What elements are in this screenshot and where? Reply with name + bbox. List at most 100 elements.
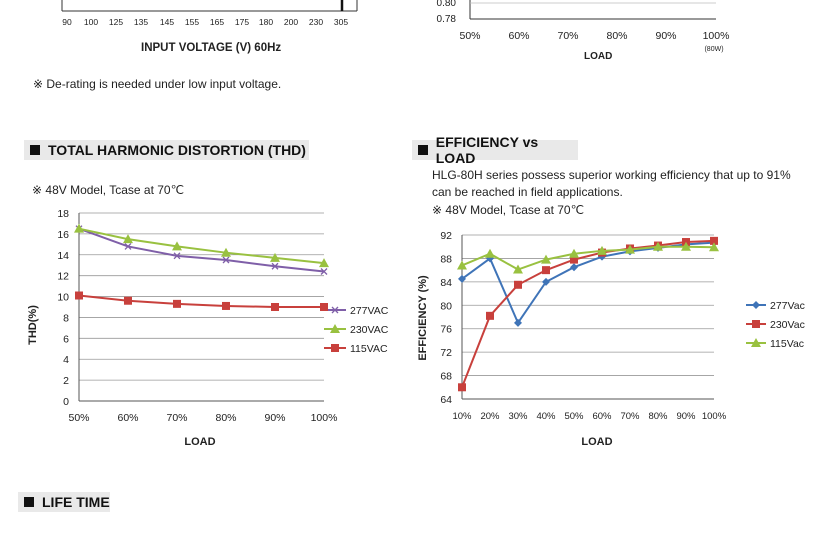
eff-note: ※ 48V Model, Tcase at 70℃ bbox=[432, 203, 585, 217]
y-tick-label: 4 bbox=[63, 354, 69, 366]
y-tick-label: 92 bbox=[440, 230, 452, 242]
x-tick-label: 125 bbox=[109, 17, 123, 27]
series-line-230VAC bbox=[78, 227, 325, 265]
eff-section-title: EFFICIENCY vs LOAD bbox=[435, 134, 539, 166]
y-tick-label: 12 bbox=[57, 271, 69, 283]
legend-marker bbox=[752, 320, 760, 328]
y-tick-label: 80 bbox=[440, 300, 452, 312]
eff-description-line1: HLG-80H series possess superior working … bbox=[432, 168, 791, 182]
data-point-230VAC bbox=[123, 234, 133, 244]
x-tick-label: 30% bbox=[508, 411, 528, 422]
data-point-230Vac bbox=[710, 236, 718, 245]
bullet-square-icon bbox=[418, 145, 428, 155]
data-point-115Vac bbox=[513, 264, 523, 274]
x-tick-label: 305 bbox=[334, 17, 348, 27]
x-tick-label: 180 bbox=[259, 17, 273, 27]
data-point-230Vac bbox=[458, 383, 466, 392]
derating-note: ※ De-rating is needed under low input vo… bbox=[33, 77, 282, 91]
x-tick-label: 70% bbox=[620, 411, 640, 422]
life-section-title: LIFE TIME bbox=[42, 494, 110, 510]
legend-label: 230Vac bbox=[770, 319, 805, 331]
legend-marker bbox=[330, 324, 340, 333]
data-point-230VAC bbox=[172, 241, 182, 251]
series-line-230Vac bbox=[461, 239, 715, 388]
x-tick-label: 100% bbox=[702, 411, 727, 422]
x-tick-label: 90% bbox=[655, 30, 676, 42]
life-section-header: LIFE TIME bbox=[18, 492, 110, 512]
data-point-115VAC bbox=[173, 299, 181, 308]
legend-label: 115VAC bbox=[350, 343, 388, 355]
bullet-square-icon bbox=[30, 145, 40, 155]
top-left-chart: 90 100 125 135 145 155 165 175 180 200 230 305 bbox=[50, 0, 370, 60]
x-tick-label: 70% bbox=[166, 412, 187, 424]
x-tick-label: 175 bbox=[235, 17, 249, 27]
y-tick-label: 0.80 bbox=[437, 0, 457, 9]
data-point-115VAC bbox=[271, 303, 279, 311]
x-tick-label: 90 bbox=[62, 17, 72, 27]
x-tick-label: 100% bbox=[311, 412, 338, 424]
y-tick-label: 76 bbox=[440, 324, 452, 336]
thd-section-header: TOTAL HARMONIC DISTORTION (THD) bbox=[24, 140, 309, 160]
x-tick-label: 20% bbox=[480, 411, 500, 422]
data-point-277Vac bbox=[570, 263, 578, 272]
data-point-115VAC bbox=[124, 296, 132, 305]
legend-marker bbox=[751, 338, 761, 347]
data-point-277Vac bbox=[514, 318, 522, 327]
y-tick-label: 14 bbox=[57, 250, 69, 262]
y-tick-label: 68 bbox=[440, 371, 452, 383]
eff-description-line2: can be reached in field applications. bbox=[432, 185, 623, 199]
legend-label: 277Vac bbox=[770, 300, 805, 312]
legend-marker bbox=[752, 301, 760, 309]
y-tick-label: 2 bbox=[63, 375, 69, 387]
data-point-115VAC bbox=[222, 301, 230, 310]
y-tick-label: 0.78 bbox=[437, 14, 457, 25]
x-tick-label: 80% bbox=[648, 411, 668, 422]
x-tick-label: 60% bbox=[508, 30, 529, 42]
data-point-115VAC bbox=[320, 303, 328, 311]
data-point-115Vac bbox=[457, 260, 467, 270]
thd-chart: 0 2 4 6 8 10 12 14 16 18 50% 60% 70% 80% 90% 100% 277VAC… bbox=[27, 208, 389, 448]
x-tick-label: 100 bbox=[84, 17, 98, 27]
series-line-277VAC bbox=[78, 227, 325, 273]
y-tick-label: 84 bbox=[440, 277, 452, 289]
data-point-115VAC bbox=[75, 291, 83, 300]
thd-section-title: TOTAL HARMONIC DISTORTION (THD) bbox=[48, 142, 306, 158]
x-axis-label: LOAD bbox=[184, 436, 215, 448]
x-tick-label: 50% bbox=[564, 411, 584, 422]
legend-marker bbox=[331, 344, 339, 352]
data-point-277VAC bbox=[173, 252, 181, 260]
data-point-230VAC bbox=[74, 223, 84, 233]
top-right-chart: 0.80 0.78 50% 60% 70% 80% 90% 100% (80W) bbox=[420, 0, 760, 70]
y-tick-label: 72 bbox=[440, 347, 452, 359]
data-point-277VAC bbox=[320, 268, 328, 275]
legend-label: 277VAC bbox=[350, 305, 389, 317]
eff-section-header: EFFICIENCY vs LOAD bbox=[412, 134, 578, 166]
x-tick-label: 40% bbox=[536, 411, 556, 422]
x-tick-label: 60% bbox=[592, 411, 612, 422]
data-point-115Vac bbox=[485, 248, 495, 258]
x-tick-label: 100% bbox=[703, 30, 730, 42]
x-tick-label: 50% bbox=[68, 412, 89, 424]
data-point-115Vac bbox=[625, 244, 635, 254]
y-tick-label: 88 bbox=[440, 253, 452, 265]
x-tick-label: 145 bbox=[160, 17, 174, 27]
y-tick-label: 6 bbox=[63, 333, 69, 345]
y-tick-label: 10 bbox=[57, 292, 69, 304]
data-point-277VAC bbox=[271, 262, 279, 270]
x-tick-label: 70% bbox=[557, 30, 578, 42]
data-point-230VAC bbox=[270, 252, 280, 262]
series-line-277Vac bbox=[461, 241, 715, 325]
y-axis-label: EFFICIENCY (%) bbox=[417, 275, 429, 361]
top-left-chart-svg: 90 100 125 135 145 155 165 175 180 200 230 305 bbox=[61, 0, 358, 27]
thd-note: ※ 48V Model, Tcase at 70℃ bbox=[32, 183, 185, 197]
series-line-115VAC bbox=[78, 294, 324, 308]
legend-label: 115Vac bbox=[770, 338, 804, 350]
y-tick-label: 64 bbox=[440, 394, 452, 406]
y-tick-label: 8 bbox=[63, 312, 69, 324]
x-tick-label: 50% bbox=[459, 30, 480, 42]
series-line-115Vac bbox=[461, 245, 715, 271]
x-tick-label: 60% bbox=[117, 412, 138, 424]
y-tick-label: 16 bbox=[57, 229, 69, 241]
x-axis-label: LOAD bbox=[581, 436, 612, 448]
